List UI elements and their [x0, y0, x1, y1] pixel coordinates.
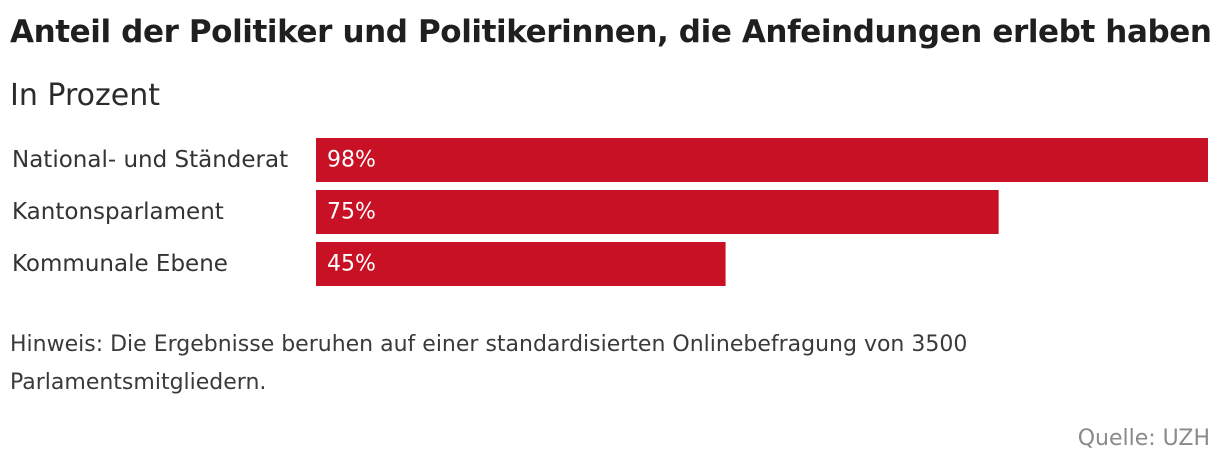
bar-value-label: 98%: [327, 148, 376, 173]
category-label: Kommunale Ebene: [12, 251, 228, 277]
bar: [316, 190, 999, 234]
chart-subtitle: In Prozent: [10, 78, 160, 113]
chart-note: Hinweis: Die Ergebnisse beruhen auf eine…: [10, 332, 968, 395]
bar-value-label: 45%: [327, 252, 376, 277]
category-label: Kantonsparlament: [12, 199, 224, 225]
chart-title: Anteil der Politiker und Politikerinnen,…: [10, 14, 1212, 50]
category-label: National- und Ständerat: [12, 147, 288, 173]
chart-source: Quelle: UZH: [1077, 426, 1210, 451]
bar: [316, 138, 1208, 182]
bar: [316, 242, 726, 286]
bar-value-label: 75%: [327, 200, 376, 225]
